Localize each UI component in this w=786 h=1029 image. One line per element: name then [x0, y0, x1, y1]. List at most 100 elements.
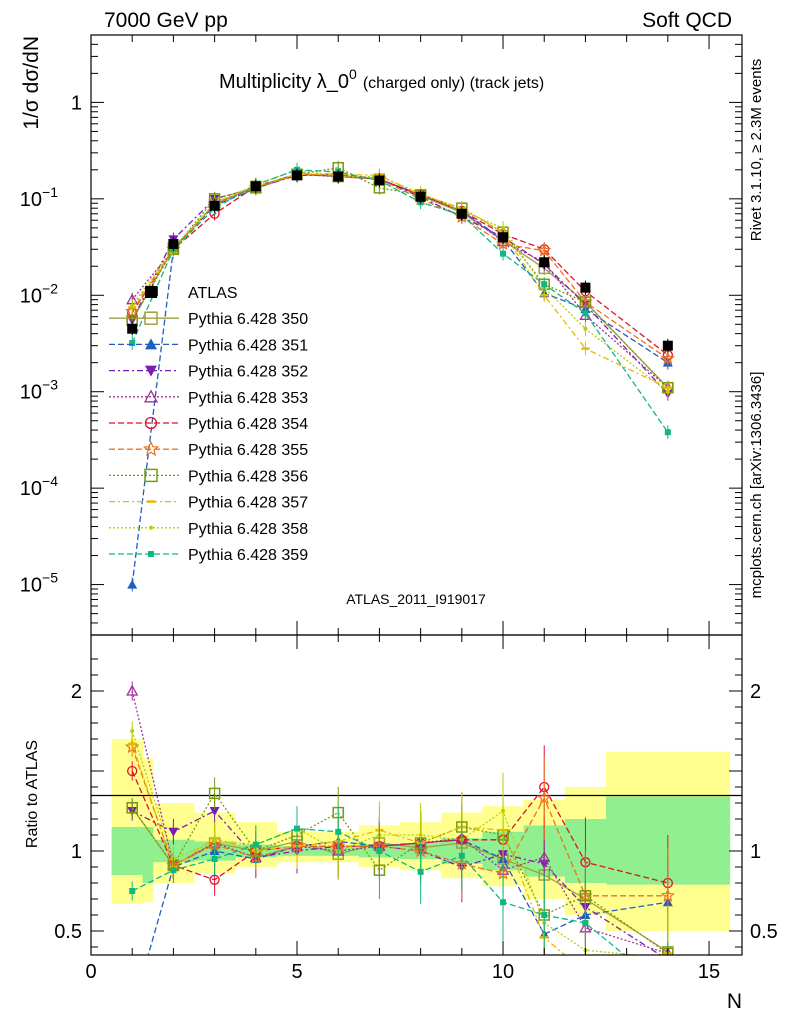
data-point — [539, 257, 550, 268]
data-point — [665, 389, 670, 394]
legend-entry: Pythia 6.428 351 — [109, 337, 308, 354]
main-plot-frame — [90, 34, 743, 636]
data-point — [536, 790, 552, 805]
legend-label: Pythia 6.428 353 — [188, 390, 308, 407]
data-point — [144, 416, 158, 430]
data-point — [130, 303, 135, 308]
legend-entry: Pythia 6.428 352 — [109, 364, 308, 381]
legend-label: Pythia 6.428 357 — [188, 495, 308, 512]
y-tick-label: 10−2 — [20, 280, 58, 307]
data-point — [292, 170, 303, 181]
data-point — [664, 429, 671, 436]
data-point — [208, 787, 221, 800]
legend-entry: Pythia 6.428 354 — [109, 416, 308, 433]
data-point — [209, 874, 220, 885]
data-point — [142, 440, 160, 457]
legend-label: Pythia 6.428 354 — [188, 416, 308, 433]
data-point — [168, 239, 179, 250]
inner-band — [111, 827, 144, 875]
legend-label: Pythia 6.428 356 — [188, 468, 308, 485]
data-point — [660, 888, 675, 902]
ratio-y-tick-label: 2 — [71, 681, 82, 703]
outer-band — [111, 739, 144, 904]
data-point — [335, 828, 342, 835]
y-tick-exp: −4 — [42, 473, 58, 489]
data-point — [127, 1006, 137, 1015]
data-point — [501, 225, 506, 230]
data-point — [660, 351, 675, 365]
legend-label: Pythia 6.428 351 — [188, 337, 308, 354]
y-tick-exp: −5 — [42, 570, 58, 586]
x-tick-label: 15 — [698, 961, 720, 983]
y-tick-base: 10 — [20, 189, 42, 211]
y-tick-base: 10 — [20, 285, 42, 307]
y-tick-exp: −1 — [42, 184, 58, 200]
inner-band — [142, 827, 154, 883]
series-0 — [127, 168, 673, 353]
header-left: 7000 GeV pp — [104, 9, 228, 32]
x-tick-label: 10 — [492, 961, 514, 983]
data-point — [149, 525, 153, 530]
series-7 — [126, 160, 674, 395]
chart-title-tail: (charged only) (track jets) — [363, 75, 544, 92]
data-point — [500, 250, 507, 257]
ratio-y-axis-label: Ratio to ATLAS — [24, 740, 41, 848]
data-point — [126, 684, 139, 696]
y-tick-label: 10−3 — [20, 377, 58, 404]
data-point — [250, 181, 261, 192]
chart-title: Multiplicity λ_00 (charged only) (track j… — [219, 66, 544, 93]
data-point — [144, 311, 158, 325]
data-point — [294, 825, 301, 832]
legend-entry: Pythia 6.428 357 — [109, 495, 308, 512]
chart-title-sup: 0 — [349, 66, 357, 82]
ratio-y-tick-label-right: 2 — [750, 681, 761, 703]
data-point — [458, 852, 465, 859]
legend-entry: Pythia 6.428 350 — [109, 311, 308, 328]
y-tick-base: 10 — [20, 382, 42, 404]
legend-label: Pythia 6.428 350 — [188, 311, 308, 328]
data-point — [666, 956, 670, 960]
data-point — [129, 888, 136, 894]
data-point — [374, 175, 385, 186]
x-tick-label: 5 — [291, 961, 302, 983]
data-point — [130, 729, 135, 733]
legend-entry: Pythia 6.428 355 — [109, 440, 308, 459]
legend-entry: Pythia 6.428 353 — [109, 389, 308, 407]
legend-label: ATLAS — [188, 285, 238, 302]
data-point — [333, 171, 344, 182]
mcplots-label: mcplots.cern.ch [arXiv:1306.3436] — [748, 372, 765, 599]
data-point — [127, 323, 138, 334]
data-point — [376, 848, 383, 854]
data-point — [415, 191, 426, 202]
ratio-series-10 — [129, 806, 671, 993]
ratio-y-tick-label-right: 0.5 — [750, 921, 778, 943]
y-tick-base: 10 — [20, 575, 42, 597]
data-point — [583, 326, 588, 331]
data-point — [663, 956, 673, 965]
y-tick-label: 10−1 — [20, 184, 58, 211]
watermark: ATLAS_2011_I919017 — [346, 591, 486, 607]
series-6 — [125, 166, 675, 366]
data-point — [541, 281, 548, 288]
data-point — [212, 839, 217, 844]
main-series — [125, 160, 675, 592]
data-point — [252, 841, 259, 848]
y-tick-exp: −3 — [42, 377, 58, 393]
ratio-plot-frame — [90, 634, 743, 956]
data-point — [665, 987, 671, 993]
legend-label: Pythia 6.428 359 — [188, 547, 308, 564]
ratio-y-tick-label: 1 — [71, 841, 82, 863]
data-point — [536, 243, 552, 257]
data-point — [417, 868, 424, 875]
y-axis-label: 1/σ dσ/dN — [20, 36, 43, 130]
header-right: Soft QCD — [642, 9, 732, 32]
data-point — [127, 765, 138, 777]
legend-label: Pythia 6.428 352 — [188, 364, 308, 381]
data-point — [501, 809, 506, 813]
legend-entry: Pythia 6.428 359 — [109, 547, 308, 564]
legend-entry: Pythia 6.428 356 — [109, 468, 308, 485]
data-point — [145, 286, 157, 298]
data-point — [148, 551, 154, 557]
